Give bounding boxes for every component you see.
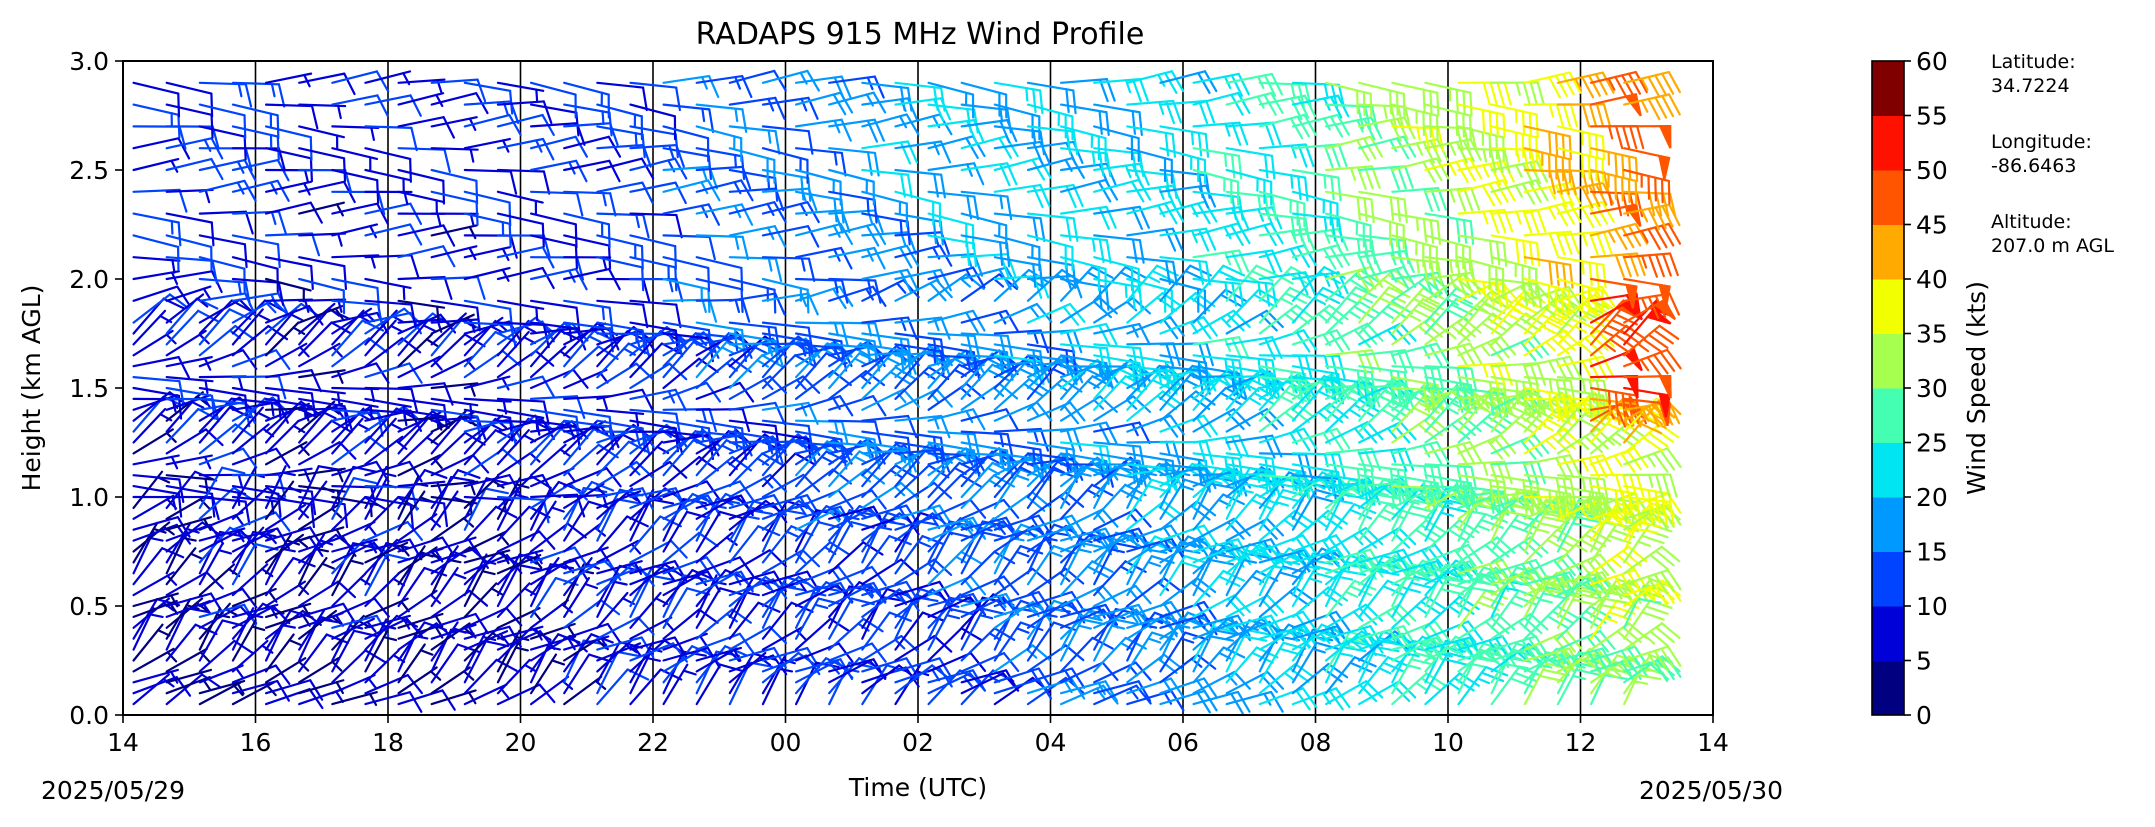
barb-half-flag — [768, 438, 769, 450]
barb-half-flag — [404, 406, 405, 418]
barb-flag — [211, 94, 212, 117]
barb-half-flag — [371, 406, 372, 418]
barb-shaft — [630, 214, 676, 215]
barb-flag — [477, 202, 478, 225]
barb-half-flag — [1099, 460, 1100, 472]
barb-half-flag — [834, 438, 835, 450]
barb-half-flag — [901, 448, 902, 460]
barb-half-flag — [735, 155, 736, 167]
barb-half-flag — [636, 329, 637, 341]
barb-flag — [278, 137, 279, 160]
barb-half-flag — [404, 287, 405, 299]
barb-half-flag — [967, 351, 968, 363]
barb-flag — [642, 246, 643, 269]
barb-flag — [742, 289, 743, 312]
barb-half-flag — [768, 340, 769, 352]
barb-half-flag — [868, 438, 869, 450]
barb-half-flag — [536, 90, 537, 102]
barb-half-flag — [437, 416, 438, 428]
barb-half-flag — [536, 417, 537, 429]
barb-half-flag — [437, 307, 438, 319]
barb-flag — [245, 115, 246, 138]
barb-flag — [741, 268, 742, 291]
barb-half-flag — [1099, 362, 1100, 374]
barb-flag — [675, 246, 676, 269]
barb-half-flag — [967, 449, 968, 461]
barb-half-flag — [603, 111, 604, 123]
barb-half-flag — [1000, 449, 1001, 461]
barb-flag — [775, 290, 776, 313]
barb-flag — [675, 267, 676, 290]
barb-flag — [278, 115, 279, 138]
barb-flag — [510, 203, 511, 226]
barb-flag — [476, 181, 477, 204]
barb-half-flag — [603, 307, 604, 319]
barb-half-flag — [1126, 285, 1127, 297]
barb-half-flag — [868, 199, 869, 211]
barb-flag — [410, 159, 411, 182]
barb-flag — [609, 224, 610, 247]
barb-flag — [708, 268, 709, 291]
barb-flag — [609, 246, 610, 269]
chart-title: RADAPS 915 MHz Wind Profile — [696, 17, 1145, 52]
barb-half-flag — [172, 221, 173, 233]
barb-half-flag — [305, 405, 306, 417]
barb-half-flag — [1026, 88, 1027, 100]
barb-half-flag — [536, 308, 537, 320]
barb-half-flag — [702, 427, 703, 439]
barb-half-flag — [1166, 460, 1167, 472]
barb-shaft — [365, 126, 411, 127]
barb-shaft — [498, 170, 544, 171]
barb-flag — [212, 115, 213, 138]
barb-flag — [178, 94, 179, 117]
barb-flag — [311, 137, 312, 160]
barb-half-flag — [636, 133, 637, 145]
barb-flag — [543, 224, 544, 247]
barb-half-flag — [901, 220, 902, 232]
barb-flag — [443, 181, 444, 204]
barb-flag — [808, 290, 809, 313]
barb-flag — [576, 224, 577, 247]
barb-half-flag — [834, 340, 835, 352]
barb-flag — [344, 158, 345, 181]
